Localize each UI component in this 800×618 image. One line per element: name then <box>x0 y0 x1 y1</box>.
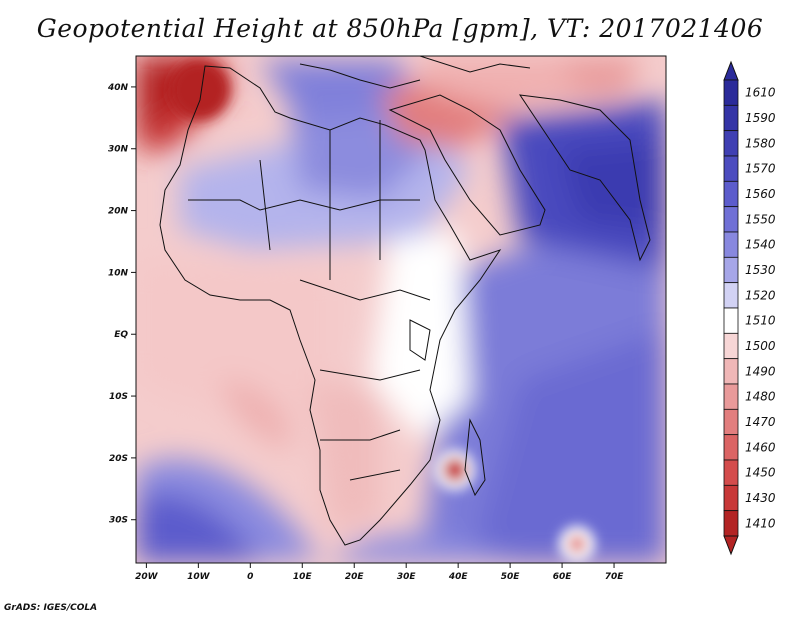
colorbar-swatch <box>723 510 739 537</box>
colorbar-label: 1470 <box>745 415 776 429</box>
footer-credit: GrADS: IGES/COLA <box>4 603 98 613</box>
map-title: Geopotential Height at 850hPa [gpm], VT:… <box>36 14 764 43</box>
colorbar-label: 1590 <box>745 111 776 125</box>
colorbar-label: 1610 <box>745 86 776 100</box>
lon-tick-label: 10E <box>293 572 313 582</box>
lat-tick-label: 20N <box>108 207 129 217</box>
plot-frame <box>135 55 667 564</box>
colorbar-swatch <box>723 79 739 106</box>
colorbar-swatch <box>723 332 739 360</box>
colorbar-label: 1570 <box>745 162 776 176</box>
colorbar-swatch <box>723 434 739 461</box>
lon-tick-label: 30E <box>397 572 417 582</box>
colorbar-swatch <box>723 484 739 512</box>
colorbar-swatch <box>723 130 739 157</box>
colorbar-label: 1580 <box>745 136 776 150</box>
colorbar-swatch <box>723 459 739 486</box>
colorbar-swatch <box>723 358 739 385</box>
colorbar-label: 1480 <box>745 390 776 404</box>
colorbar-label: 1490 <box>745 364 776 378</box>
longitude-axis: 20W 10W 0 10E 20E 30E 40E 50E 60E 70E <box>135 563 624 582</box>
latitude-axis: 40N 30N 20N 10N EQ 10S 20S 30S <box>107 83 136 526</box>
colorbar-swatch <box>723 307 739 334</box>
lat-tick-label: 20S <box>109 454 128 464</box>
lat-tick-label: 40N <box>107 83 129 93</box>
colorbar-label: 1410 <box>745 516 776 530</box>
colorbar-swatch <box>723 408 739 436</box>
lat-tick-label: 10S <box>109 392 128 402</box>
lon-tick-label: 60E <box>553 572 573 582</box>
colorbar-label: 1520 <box>745 288 776 302</box>
colorbar-swatch <box>723 383 739 410</box>
colorbar-label: 1530 <box>745 263 776 277</box>
colorbar-top-arrow <box>723 60 739 81</box>
colorbar-label: 1460 <box>745 440 776 454</box>
lat-tick-label: 30S <box>109 516 128 526</box>
colorbar-bottom-arrow <box>723 535 739 556</box>
lat-tick-label: 30N <box>108 145 129 155</box>
colorbar-swatch <box>723 104 739 132</box>
colorbar-swatch <box>723 206 739 233</box>
lat-tick-label: EQ <box>114 330 128 340</box>
lon-tick-label: 70E <box>605 572 625 582</box>
lat-tick-label: 10N <box>108 268 129 278</box>
lon-tick-label: 50E <box>501 572 521 582</box>
colorbar-swatch <box>723 180 739 208</box>
colorbar-label: 1500 <box>745 339 776 353</box>
lon-tick-label: 20E <box>345 572 365 582</box>
height-field <box>136 56 666 563</box>
lon-tick-label: 0 <box>247 572 253 582</box>
colorbar-swatch <box>723 155 739 182</box>
colorbar: 1610 1590 1580 1570 1560 1550 1540 1530 1520 1510… <box>723 60 776 556</box>
lon-tick-label: 10W <box>187 572 211 582</box>
colorbar-swatch <box>723 256 739 284</box>
colorbar-label: 1510 <box>745 314 776 328</box>
colorbar-label: 1450 <box>745 466 776 480</box>
colorbar-label: 1430 <box>745 491 776 505</box>
lon-tick-label: 40E <box>448 572 469 582</box>
colorbar-label: 1540 <box>745 238 776 252</box>
coastline-outline <box>159 56 651 546</box>
colorbar-label: 1560 <box>745 187 776 201</box>
colorbar-label: 1550 <box>745 212 776 226</box>
colorbar-swatch <box>723 231 739 258</box>
colorbar-swatch <box>723 282 739 309</box>
lon-tick-label: 20W <box>135 572 159 582</box>
